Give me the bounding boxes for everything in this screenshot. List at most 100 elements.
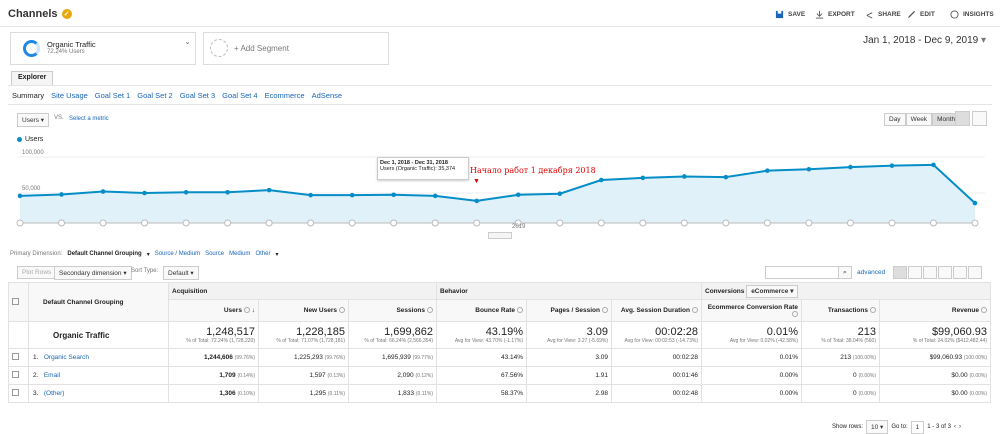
data-point[interactable] — [640, 175, 646, 181]
pivot-view-icon[interactable] — [968, 266, 982, 279]
data-point[interactable] — [266, 187, 272, 193]
channel-link[interactable]: Organic Search — [43, 354, 90, 361]
goto-page-input[interactable]: 1 — [910, 420, 925, 434]
annotation-marker[interactable] — [390, 219, 398, 227]
annotation-marker[interactable] — [597, 219, 605, 227]
col-header-avg-duration[interactable]: Avg. Session Duration — [611, 299, 702, 322]
channel-link[interactable]: (Other) — [43, 390, 65, 397]
col-header-bounce-rate[interactable]: Bounce Rate — [436, 299, 527, 322]
insights-button[interactable]: INSIGHTS — [950, 10, 994, 19]
secondary-dimension-select[interactable]: Secondary dimension ▾ — [54, 266, 132, 280]
annotation-marker[interactable] — [307, 219, 315, 227]
subtab-adsense[interactable]: AdSense — [311, 91, 343, 100]
annotation-marker[interactable] — [265, 219, 273, 227]
save-button[interactable]: SAVE — [775, 10, 805, 19]
annotation-marker[interactable] — [680, 219, 688, 227]
plot-rows-button[interactable]: Plot Rows — [17, 266, 57, 279]
annotation-marker[interactable] — [431, 219, 439, 227]
col-header-conversion-rate[interactable]: Ecommerce Conversion Rate — [701, 299, 802, 322]
subtab-goal-set-2[interactable]: Goal Set 2 — [137, 91, 173, 100]
annotation-marker[interactable] — [141, 219, 149, 227]
channel-link[interactable]: Email — [43, 372, 61, 379]
pie-view-icon[interactable] — [908, 266, 922, 279]
subtab-goal-set-4[interactable]: Goal Set 4 — [222, 91, 258, 100]
annotation-marker[interactable] — [473, 219, 481, 227]
data-point[interactable] — [432, 193, 438, 199]
subtab-goal-set-1[interactable]: Goal Set 1 — [94, 91, 131, 100]
data-table-icon[interactable] — [893, 266, 907, 279]
data-point[interactable] — [515, 192, 521, 198]
annotation-marker[interactable] — [348, 219, 356, 227]
metric-select[interactable]: Users ▾ — [17, 113, 50, 127]
data-point[interactable] — [599, 177, 604, 183]
col-header-sessions[interactable]: Sessions — [348, 299, 437, 322]
export-button[interactable]: EXPORT — [815, 10, 855, 19]
annotation-marker[interactable] — [846, 219, 854, 227]
col-header-revenue[interactable]: Revenue — [879, 299, 991, 322]
subtab-site-usage[interactable]: Site Usage — [51, 91, 88, 100]
week-button[interactable]: Week — [905, 113, 933, 126]
data-point[interactable] — [474, 198, 480, 204]
performance-view-icon[interactable] — [923, 266, 937, 279]
row-checkbox[interactable] — [12, 371, 19, 378]
data-point[interactable] — [308, 192, 313, 198]
comparison-view-icon[interactable] — [938, 266, 952, 279]
annotation-marker[interactable] — [763, 219, 771, 227]
segment-organic-traffic[interactable]: Organic Traffic 72.24% Users ⌄ — [10, 32, 196, 65]
edit-button[interactable]: EDIT — [907, 10, 935, 19]
subtab-goal-set-3[interactable]: Goal Set 3 — [179, 91, 216, 100]
annotation-marker[interactable] — [182, 219, 190, 227]
row-checkbox[interactable] — [12, 389, 19, 396]
tab-explorer[interactable]: Explorer — [11, 71, 54, 85]
dimension-source[interactable]: Source — [205, 251, 225, 257]
row-checkbox[interactable] — [12, 353, 19, 360]
annotation-marker[interactable] — [556, 219, 564, 227]
data-point[interactable] — [806, 166, 812, 172]
annotation-marker[interactable] — [99, 219, 107, 227]
select-all-checkbox[interactable] — [12, 297, 19, 305]
data-point[interactable] — [889, 163, 895, 168]
col-header-new-users[interactable]: New Users — [258, 299, 349, 322]
annotation-marker[interactable] — [639, 219, 647, 227]
rows-per-page-select[interactable]: 10 ▾ — [866, 420, 889, 434]
annotation-marker[interactable] — [224, 219, 232, 227]
search-icon[interactable]: ⌕ — [838, 266, 852, 279]
col-header-transactions[interactable]: Transactions — [801, 299, 880, 322]
line-chart-icon[interactable] — [955, 111, 970, 126]
annotation-marker[interactable] — [722, 219, 730, 227]
next-page-icon[interactable]: › — [958, 424, 961, 430]
conversion-type-select[interactable]: eCommerce ▾ — [746, 285, 799, 298]
data-point[interactable] — [972, 200, 978, 206]
date-range-picker[interactable]: Jan 1, 2018 - Dec 9, 2019 ▾ — [863, 35, 986, 46]
data-point[interactable] — [765, 168, 770, 173]
annotation-marker[interactable] — [58, 219, 66, 227]
data-point[interactable] — [848, 164, 853, 170]
share-button[interactable]: SHARE — [865, 10, 901, 19]
select-metric-link[interactable]: Select a metric — [69, 116, 109, 122]
annotation-marker[interactable] — [971, 219, 979, 227]
annotation-marker[interactable] — [929, 219, 937, 227]
data-point[interactable] — [557, 191, 563, 197]
term-cloud-icon[interactable] — [953, 266, 967, 279]
data-point[interactable] — [100, 189, 106, 194]
annotation-marker[interactable] — [888, 219, 896, 227]
chart-resize-handle[interactable] — [488, 232, 512, 239]
data-point[interactable] — [59, 192, 64, 197]
motion-chart-icon[interactable] — [972, 111, 987, 126]
annotation-marker[interactable] — [805, 219, 813, 227]
data-point[interactable] — [349, 192, 355, 198]
data-point[interactable] — [931, 162, 936, 168]
data-point[interactable] — [723, 174, 729, 180]
prev-page-icon[interactable]: ‹ — [953, 424, 956, 430]
subtab-summary[interactable]: Summary — [12, 91, 45, 100]
data-point[interactable] — [682, 174, 687, 179]
sort-type-select[interactable]: Default ▾ — [163, 266, 199, 280]
data-point[interactable] — [183, 189, 189, 195]
col-header-users[interactable]: Users ↓ — [168, 299, 259, 322]
col-header-channel[interactable]: Default Channel Grouping — [28, 282, 169, 322]
dimension-default-channel-grouping[interactable]: Default Channel Grouping — [67, 251, 142, 257]
data-point[interactable] — [142, 190, 147, 196]
advanced-link[interactable]: advanced — [857, 269, 886, 276]
dimension-other[interactable]: Other — [255, 251, 271, 257]
annotation-marker[interactable] — [514, 219, 522, 227]
